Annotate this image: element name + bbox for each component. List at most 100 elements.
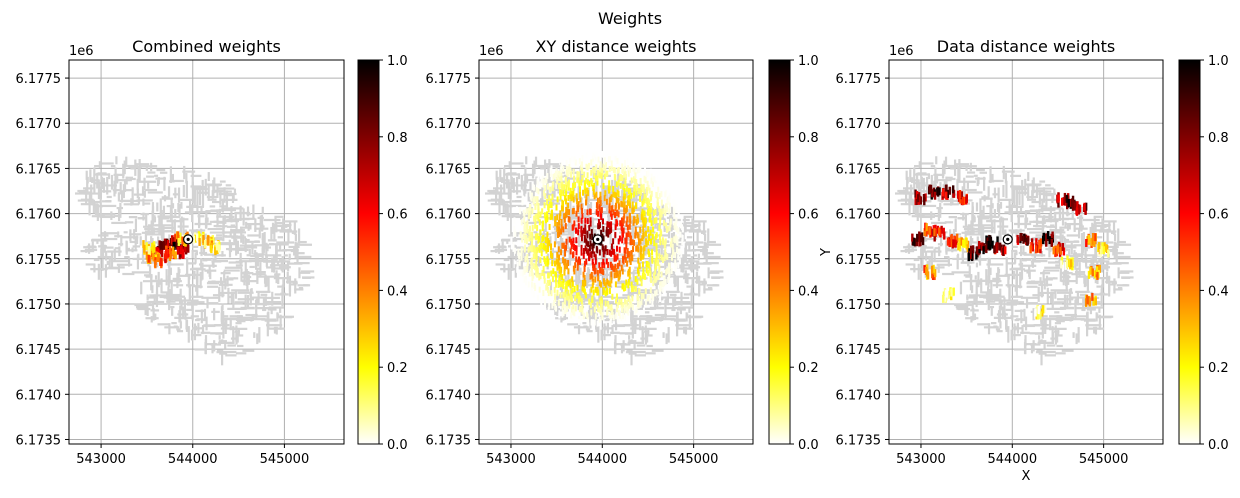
weight-mark xyxy=(634,308,637,315)
weight-mark xyxy=(621,237,624,244)
weight-mark xyxy=(543,277,546,284)
weight-mark xyxy=(625,279,628,286)
weight-mark xyxy=(585,163,588,170)
weight-mark xyxy=(560,163,563,170)
weight-mark xyxy=(638,262,641,269)
weight-mark xyxy=(610,271,613,278)
weight-mark xyxy=(1019,233,1022,242)
weight-mark xyxy=(575,227,578,234)
weight-mark xyxy=(643,193,646,200)
weight-mark xyxy=(545,284,548,291)
y-tick-label: 6.1775 xyxy=(426,72,472,87)
weight-mark xyxy=(675,203,678,210)
weight-mark xyxy=(543,185,546,192)
weight-mark xyxy=(626,260,629,267)
weight-mark xyxy=(994,243,998,252)
weight-mark xyxy=(542,243,545,250)
weight-mark xyxy=(655,275,658,282)
weight-mark xyxy=(607,280,610,287)
weight-mark xyxy=(624,207,627,214)
y-tick-label: 6.1770 xyxy=(16,117,62,132)
weight-mark xyxy=(571,287,574,294)
weight-mark xyxy=(618,312,621,319)
weight-mark xyxy=(521,275,524,282)
weight-mark xyxy=(574,262,577,269)
weight-mark xyxy=(615,268,618,275)
weight-mark xyxy=(668,274,671,281)
weight-mark xyxy=(915,238,919,247)
weight-mark xyxy=(622,217,625,224)
weight-mark xyxy=(674,259,677,266)
weight-mark xyxy=(579,295,582,302)
weight-mark xyxy=(677,210,680,217)
weight-mark xyxy=(559,210,562,217)
weight-mark xyxy=(543,272,546,279)
weight-mark xyxy=(649,287,652,294)
weight-mark xyxy=(546,198,549,205)
x-tick-label: 544000 xyxy=(987,452,1037,467)
weight-mark xyxy=(520,250,523,257)
weight-mark xyxy=(663,255,666,262)
weight-mark xyxy=(593,171,596,178)
weight-mark xyxy=(663,220,666,227)
weight-mark xyxy=(202,234,205,243)
y-tick-label: 6.1735 xyxy=(426,433,472,448)
weight-mark xyxy=(186,244,189,253)
weight-mark xyxy=(640,214,643,221)
weight-mark xyxy=(1057,199,1060,208)
weight-mark xyxy=(674,265,677,272)
weight-mark xyxy=(192,235,196,244)
weight-mark xyxy=(174,233,177,242)
weight-mark xyxy=(610,304,613,311)
weight-mark xyxy=(1069,198,1072,207)
weight-mark xyxy=(569,171,572,178)
weight-mark xyxy=(583,265,586,272)
weight-mark xyxy=(627,269,630,276)
weight-mark xyxy=(544,237,547,244)
weight-mark xyxy=(532,263,535,270)
weight-mark xyxy=(637,239,640,246)
weight-mark xyxy=(647,184,650,191)
weight-mark xyxy=(617,197,620,204)
weight-mark xyxy=(958,189,962,198)
weight-mark xyxy=(602,251,605,258)
weight-mark xyxy=(635,245,638,252)
weight-mark xyxy=(589,220,592,227)
weight-mark xyxy=(932,264,935,273)
weight-mark xyxy=(581,285,584,292)
weight-mark xyxy=(636,300,639,307)
weight-mark xyxy=(925,223,928,232)
weight-mark xyxy=(620,301,623,308)
weight-mark xyxy=(681,234,684,241)
weight-mark xyxy=(674,198,677,205)
weight-mark xyxy=(556,225,559,232)
weight-mark xyxy=(581,280,584,287)
weight-mark xyxy=(619,220,622,227)
weight-mark xyxy=(591,258,594,265)
weight-mark xyxy=(532,183,535,190)
weight-mark xyxy=(143,244,146,253)
weight-mark xyxy=(630,177,633,184)
weight-mark xyxy=(621,167,624,174)
weight-mark xyxy=(1091,232,1095,241)
weight-mark xyxy=(529,232,532,239)
weight-mark xyxy=(624,247,627,254)
weight-mark xyxy=(649,297,652,304)
weight-mark xyxy=(597,223,600,230)
weight-mark xyxy=(651,233,654,240)
weight-mark xyxy=(573,156,576,163)
weight-mark xyxy=(678,248,681,255)
weight-mark xyxy=(560,190,563,197)
weight-mark xyxy=(570,155,573,162)
weight-mark xyxy=(589,273,592,280)
weight-mark xyxy=(582,189,585,196)
weight-mark xyxy=(668,225,671,232)
weight-mark xyxy=(988,241,992,250)
weight-mark xyxy=(590,159,593,166)
weight-mark xyxy=(657,274,660,281)
weight-mark xyxy=(650,173,653,180)
weight-mark xyxy=(640,299,643,306)
weight-mark xyxy=(674,252,677,259)
weight-mark xyxy=(665,222,668,229)
weight-mark xyxy=(542,181,545,188)
